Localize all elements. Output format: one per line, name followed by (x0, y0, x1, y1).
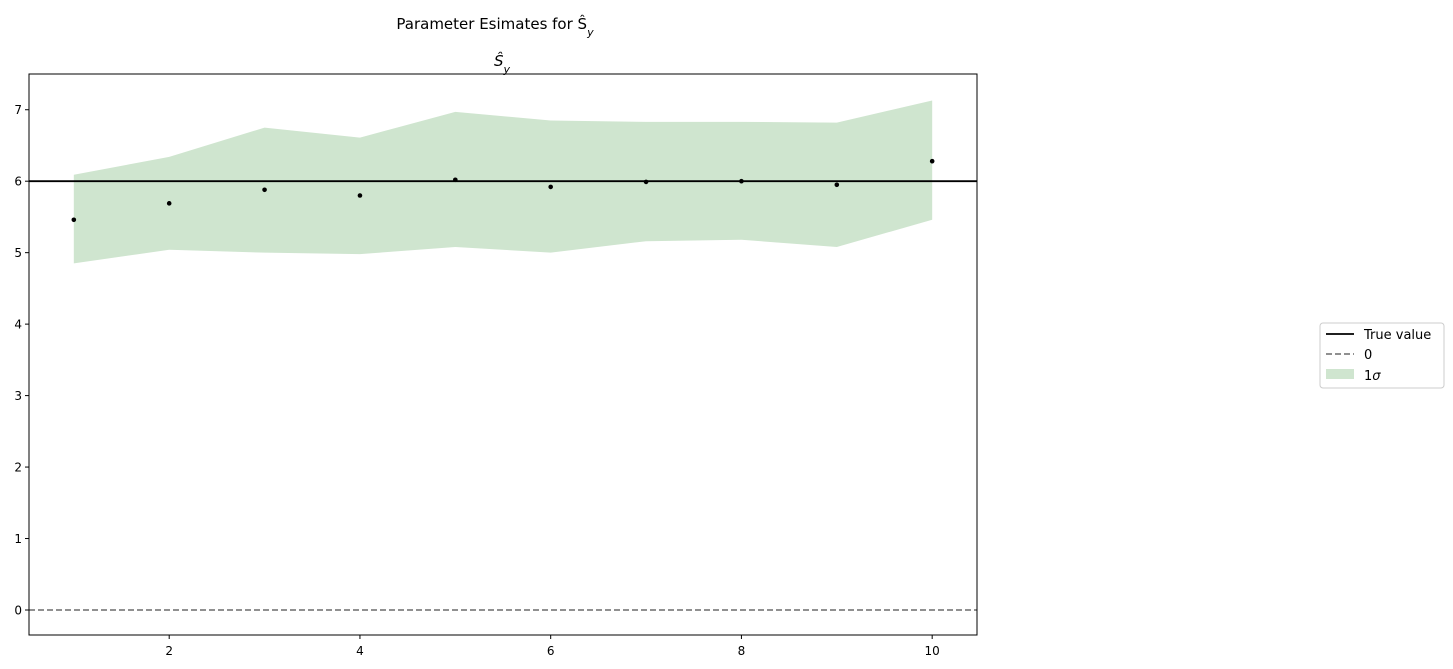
plot-content (29, 100, 977, 611)
axes-title: Ŝy (494, 51, 511, 76)
x-tick-label: 6 (547, 644, 555, 658)
plot-area (29, 100, 977, 611)
figure-title-subscript: y (586, 26, 594, 39)
x-tick-label: 10 (925, 644, 940, 658)
y-tick-label: 1 (14, 532, 22, 546)
estimate-point (453, 177, 458, 183)
y-tick-label: 5 (14, 246, 22, 260)
figure-title-text: Parameter Esimates for Ŝ (396, 14, 587, 33)
y-tick-label: 4 (14, 318, 22, 332)
legend-band-label-number: 1 (1364, 369, 1372, 384)
axes-title-text: Ŝ (494, 51, 504, 70)
estimate-point (357, 193, 363, 198)
legend-band-label-symbol: σ (1372, 369, 1381, 384)
legend-true-value-label: True value (1363, 328, 1431, 343)
axes-title-subscript: y (503, 63, 511, 76)
axes-frame (28, 73, 978, 636)
estimate-point (166, 201, 172, 206)
estimate-point (643, 179, 649, 185)
y-tick-label: 3 (14, 389, 22, 403)
legend: True value 0 1σ (1319, 322, 1445, 389)
figure-title: Parameter Esimates for Ŝy (396, 14, 594, 39)
estimate-point (739, 178, 744, 184)
legend-zero-label: 0 (1364, 348, 1372, 363)
axes: 2 4 6 8 10 0 1 2 3 4 5 6 7 (14, 73, 978, 658)
x-tick-label: 2 (165, 644, 173, 658)
x-tick-label: 8 (738, 644, 746, 658)
legend-band-label: 1σ (1364, 369, 1381, 384)
estimate-point (834, 182, 840, 188)
x-tick-label: 4 (356, 644, 364, 658)
estimate-point (71, 217, 77, 223)
y-tick-label: 7 (14, 103, 22, 117)
y-tick-label: 2 (14, 461, 22, 475)
estimate-point (548, 184, 553, 190)
estimate-point (929, 158, 935, 164)
y-tick-label: 6 (14, 175, 22, 189)
estimate-point (262, 187, 267, 193)
legend-band-swatch (1326, 369, 1354, 379)
y-tick-label: 0 (14, 603, 22, 617)
